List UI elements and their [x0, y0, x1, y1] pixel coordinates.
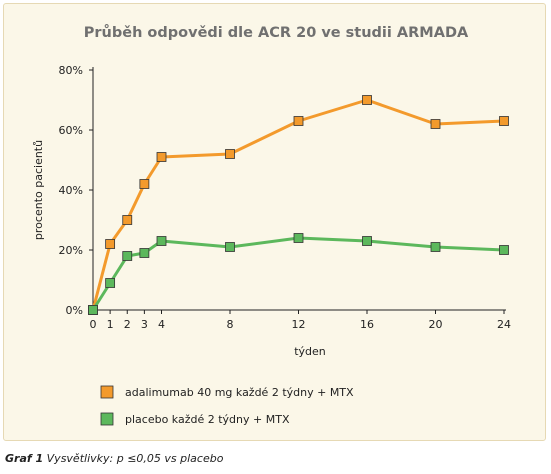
- data-point: [156, 236, 167, 246]
- series-1: [88, 95, 509, 315]
- legend-swatch: [100, 385, 114, 399]
- data-point: [139, 179, 150, 189]
- chart-title: Průběh odpovědi dle ACR 20 ve studii ARM…: [84, 24, 469, 41]
- x-tick-label: 2: [124, 318, 131, 331]
- legend-label: adalimumab 40 mg každé 2 týdny + MTX: [125, 386, 354, 399]
- y-tick-label: 0%: [66, 304, 83, 317]
- data-point: [225, 242, 235, 252]
- data-point: [88, 305, 98, 315]
- x-tick-label: 0: [90, 318, 97, 331]
- data-point: [156, 152, 167, 162]
- data-point: [122, 251, 133, 261]
- series-2: [88, 233, 509, 315]
- data-point: [293, 116, 304, 126]
- data-point: [430, 242, 441, 252]
- legend: adalimumab 40 mg každé 2 týdny + MTX plac…: [100, 385, 354, 426]
- data-point: [430, 119, 441, 129]
- series-line: [91, 98, 505, 311]
- y-tick-label: 80%: [59, 64, 83, 77]
- legend-label: placebo každé 2 týdny + MTX: [125, 413, 290, 426]
- x-tick-label: 24: [497, 318, 511, 331]
- legend-swatch: [100, 412, 114, 426]
- data-point: [105, 239, 116, 249]
- data-point: [139, 248, 150, 258]
- x-axis-label: týden: [294, 345, 326, 358]
- y-axis-label: procento pacientů: [32, 140, 45, 240]
- x-tick-label: 16: [360, 318, 374, 331]
- x-tick-label: 20: [429, 318, 443, 331]
- caption-label: Graf 1: [5, 452, 44, 465]
- series-line: [91, 236, 505, 311]
- caption-text: Vysvětlivky: p ≤0,05 vs placebo: [43, 452, 224, 465]
- data-point: [293, 233, 304, 243]
- data-point: [122, 215, 133, 225]
- data-point: [499, 116, 509, 126]
- chart: Průběh odpovědi dle ACR 20 ve studii ARM…: [32, 24, 511, 426]
- x-tick-label: 4: [158, 318, 165, 331]
- figure-caption: Graf 1 Vysvětlivky: p ≤0,05 vs placebo: [5, 452, 223, 465]
- y-tick-label: 20%: [59, 244, 83, 257]
- data-point: [362, 95, 372, 105]
- x-tick-label: 3: [141, 318, 148, 331]
- x-tick-label: 12: [292, 318, 306, 331]
- x-tick-label: 8: [227, 318, 234, 331]
- y-tick-label: 40%: [59, 184, 83, 197]
- data-point: [105, 278, 116, 288]
- data-point: [499, 245, 509, 255]
- data-point: [362, 236, 372, 246]
- y-tick-label: 60%: [59, 124, 83, 137]
- data-point: [225, 149, 235, 159]
- x-tick-label: 1: [107, 318, 114, 331]
